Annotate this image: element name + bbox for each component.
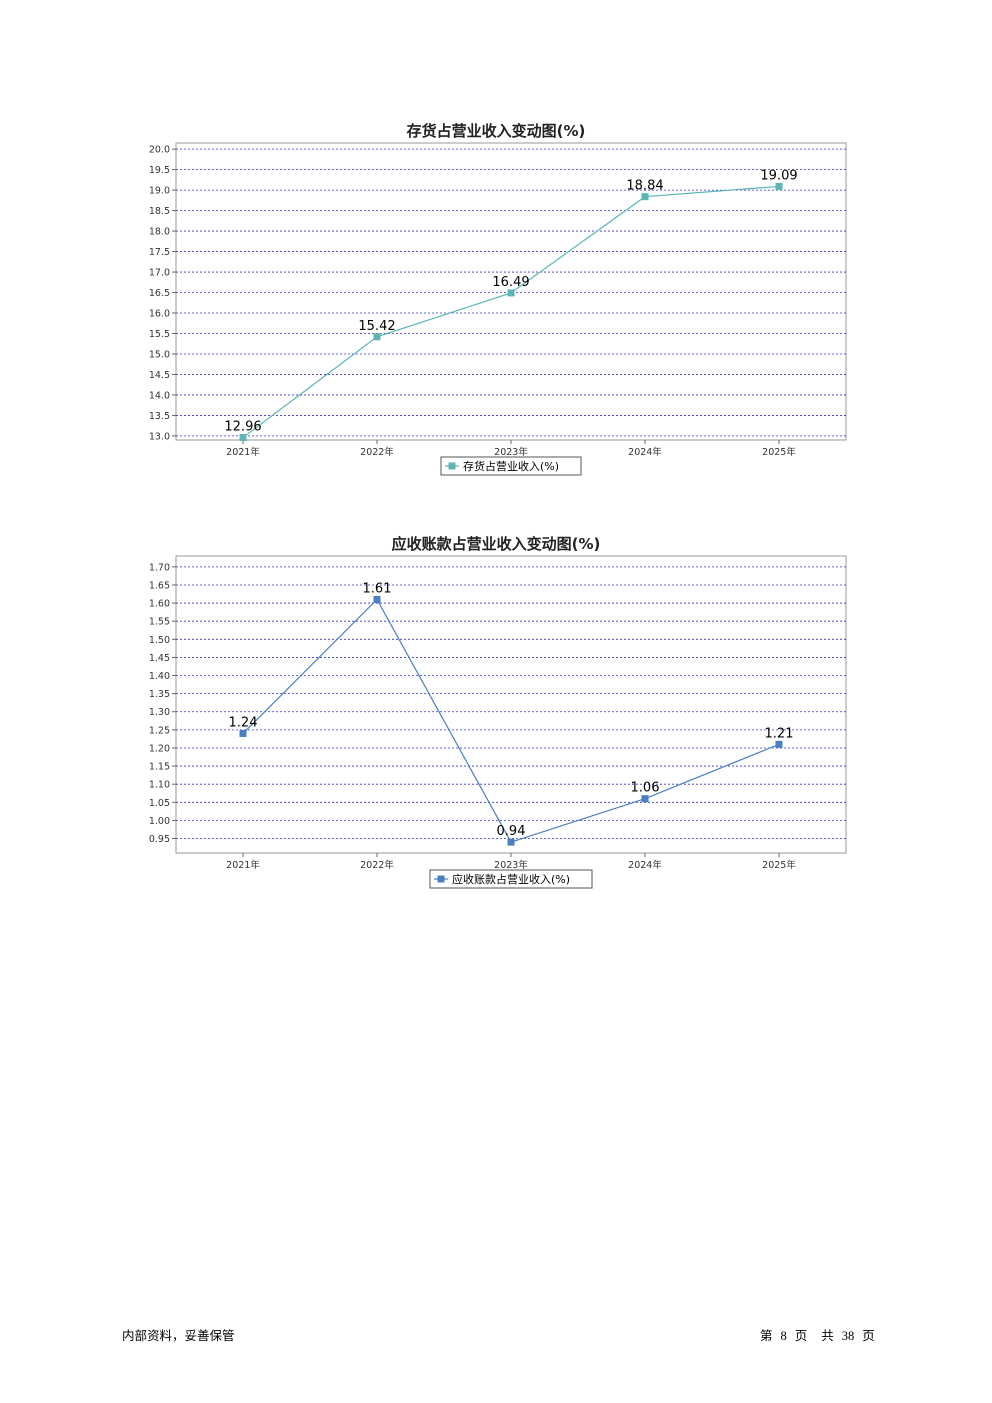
y-tick-label: 1.00: [149, 816, 170, 827]
x-tick-label: 2023年: [494, 859, 528, 871]
x-tick-label: 2023年: [494, 446, 528, 458]
y-tick-label: 14.5: [149, 370, 170, 381]
x-tick-label: 2021年: [226, 859, 260, 871]
data-point: [507, 838, 515, 846]
y-tick-label: 16.0: [149, 309, 170, 320]
y-tick-label: 18.0: [149, 227, 170, 238]
y-tick-label: 1.60: [149, 599, 170, 610]
legend-box: [429, 869, 593, 889]
x-tick-label: 2022年: [360, 859, 394, 871]
data-point: [507, 289, 515, 297]
plot-area: [175, 555, 847, 854]
y-tick-label: 0.95: [149, 834, 170, 845]
y-tick-label: 1.35: [149, 689, 170, 700]
legend-box: [440, 456, 582, 476]
y-tick-label: 14.0: [149, 390, 170, 401]
data-label: 16.49: [492, 275, 529, 290]
y-tick-label: 1.40: [149, 671, 170, 682]
data-label: 19.09: [760, 168, 797, 183]
data-point: [775, 182, 783, 190]
x-tick-label: 2025年: [762, 446, 796, 458]
y-tick-label: 15.5: [149, 329, 170, 340]
y-tick-label: 1.20: [149, 743, 170, 754]
y-tick-label: 1.05: [149, 798, 170, 809]
data-point: [239, 434, 247, 442]
y-tick-label: 1.10: [149, 780, 170, 791]
y-tick-label: 1.15: [149, 762, 170, 773]
y-tick-label: 1.65: [149, 580, 170, 591]
data-point: [641, 193, 649, 201]
data-label: 12.96: [224, 420, 261, 435]
data-label: 18.84: [626, 179, 663, 194]
y-tick-label: 19.5: [149, 165, 170, 176]
total-unit: 页: [862, 1328, 875, 1343]
footer-confidential-note: 内部资料，妥善保管: [122, 1328, 235, 1343]
y-tick-label: 1.50: [149, 635, 170, 646]
legend-marker: [448, 462, 456, 470]
y-tick-label: 13.0: [149, 431, 170, 442]
y-tick-label: 1.70: [149, 562, 170, 573]
data-label: 15.42: [358, 319, 395, 334]
chart-title: 存货占营业收入变动图(%): [406, 122, 586, 140]
data-label: 1.24: [229, 715, 258, 730]
page-number: 8: [780, 1329, 787, 1343]
data-point: [641, 795, 649, 803]
y-tick-label: 15.0: [149, 349, 170, 360]
page-prefix: 第: [760, 1328, 773, 1343]
legend-label: 应收账款占营业收入(%): [452, 872, 570, 886]
y-tick-label: 17.0: [149, 268, 170, 279]
y-tick-label: 1.55: [149, 617, 170, 628]
data-point: [775, 740, 783, 748]
y-tick-label: 1.30: [149, 707, 170, 718]
data-point: [373, 333, 381, 341]
data-label: 1.61: [363, 581, 392, 596]
y-tick-label: 17.5: [149, 247, 170, 258]
y-tick-label: 1.45: [149, 653, 170, 664]
total-prefix: 共: [821, 1328, 834, 1343]
data-label: 0.94: [497, 824, 526, 839]
y-tick-label: 1.25: [149, 725, 170, 736]
page-unit: 页: [794, 1328, 808, 1343]
chart-inventory: 13.0 13.5 14.0 14.5 15.0 15.5 16.0 16.5 17.0 17.5…: [149, 142, 847, 476]
x-tick-label: 2024年: [628, 859, 662, 871]
total-pages: 38: [841, 1329, 855, 1343]
legend-marker: [437, 875, 445, 883]
x-tick-label: 2021年: [226, 446, 260, 458]
y-tick-label: 13.5: [149, 411, 170, 422]
x-tick-label: 2025年: [762, 859, 796, 871]
data-label: 1.06: [631, 781, 660, 796]
data-point: [239, 729, 247, 737]
data-point: [373, 595, 381, 603]
y-tick-label: 18.5: [149, 206, 170, 217]
data-label: 1.21: [765, 726, 794, 741]
x-tick-label: 2022年: [360, 446, 394, 458]
chart-title: 应收账款占营业收入变动图(%): [391, 535, 601, 553]
y-tick-label: 19.0: [149, 186, 170, 197]
y-tick-label: 20.0: [149, 145, 170, 156]
legend-label: 存货占营业收入(%): [463, 459, 559, 473]
chart-receivables: 0.95 1.00 1.05 1.10 1.15 1.20 1.25 1.30 1.35 1.40…: [149, 555, 847, 889]
y-tick-label: 16.5: [149, 288, 170, 299]
x-tick-label: 2024年: [628, 446, 662, 458]
